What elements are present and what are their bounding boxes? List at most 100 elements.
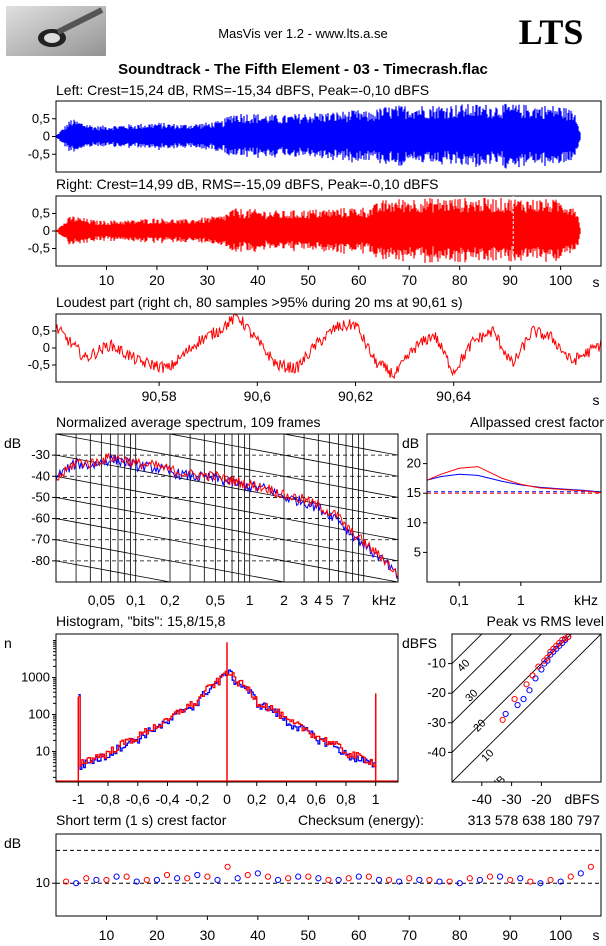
allpass-frame (426, 433, 602, 583)
short-crest-point (416, 876, 423, 884)
histogram-x-tick-label: 0,2 (247, 791, 267, 807)
spectrum-diag-grid (281, 434, 398, 456)
short-crest-point (577, 870, 584, 877)
spectrum-diag-grid (56, 475, 398, 541)
loudest-x-tick-label: 90,64 (436, 388, 471, 404)
short-crest-point (567, 873, 574, 880)
left-y-tick-label: 0,5 (32, 111, 50, 126)
histogram-x-tick-label: -0,4 (155, 791, 179, 807)
spectrum-panel-title: Normalized average spectrum, 109 frames (56, 414, 321, 430)
allpass-y-tick-label: 20 (407, 456, 421, 471)
short-crest-point (486, 873, 494, 880)
spectrum-y-tick-label: -30 (31, 447, 50, 462)
short-crest-y-label: dB (4, 835, 21, 851)
short-crest-point (345, 875, 352, 882)
peak-rms-frame (451, 633, 602, 783)
short-crest-x-tick-label: 10 (99, 927, 115, 943)
histogram-x-tick-label: -0,2 (185, 791, 209, 807)
peak-rms-panel-title: Peak vs RMS level (487, 613, 604, 629)
short-crest-point (496, 873, 504, 880)
histogram-y-tick-label: 10 (36, 744, 50, 759)
spectrum-diag-grid (56, 518, 398, 582)
peak-rms-y-tick-label: -10 (427, 656, 446, 671)
short-crest-point (587, 863, 595, 870)
short-crest-point (194, 871, 201, 879)
allpass-series-1 (426, 466, 602, 494)
peak-rms-x-label: dBFS (564, 791, 599, 807)
right-y-tick-label: 0 (43, 223, 50, 238)
loudest-y-tick-label: -0,5 (28, 357, 50, 372)
short-crest-point (113, 873, 120, 880)
right-x-tick-label: 90 (502, 272, 518, 288)
left-waveform (55, 103, 581, 169)
spectrum-frame (55, 433, 399, 583)
version-text: MasVis ver 1.2 - www.lts.a.se (218, 26, 388, 41)
short-crest-point (234, 875, 241, 882)
short-crest-point (385, 876, 393, 884)
right-x-tick-label: 50 (301, 272, 317, 288)
right-waveform (55, 197, 581, 263)
peak-rms-point (544, 654, 551, 661)
short-crest-point (315, 875, 322, 882)
spectrum-diag-grid (56, 434, 398, 498)
peak-rms-point (511, 696, 518, 703)
short-crest-x-tick-label: 100 (549, 927, 573, 943)
loudest-x-tick-label: 90,62 (338, 388, 373, 404)
right-x-tick-label: 30 (200, 272, 216, 288)
peak-rms-y-tick-label: -30 (427, 715, 446, 730)
histogram-panel-title: Histogram, "bits": 15,8/15,8 (56, 613, 226, 629)
histogram-y-tick-label: 1000 (21, 670, 50, 685)
histogram-x-tick-label: -0,6 (126, 791, 150, 807)
right-x-tick-label: 80 (452, 272, 468, 288)
short-crest-point (244, 871, 251, 879)
short-crest-frame (55, 833, 602, 917)
lts-logo-text: LTS (519, 12, 584, 52)
spectrum-diag-grid (56, 560, 173, 582)
histogram-x-tick-label: -1 (72, 791, 85, 807)
spectrum-x-tick-label: 3 (300, 592, 308, 608)
allpass-x-unit: kHz (574, 592, 598, 608)
short-crest-point (174, 875, 181, 882)
spectrum-x-tick-label: 0,05 (88, 592, 115, 608)
short-crest-point (426, 876, 433, 884)
loudest-y-tick-label: 0 (43, 340, 50, 355)
right-x-tick-label: 10 (99, 272, 115, 288)
peak-rms-point (544, 657, 551, 664)
right-x-tick-label: 70 (401, 272, 417, 288)
loudest-y-tick-label: 0,5 (32, 323, 50, 338)
short-crest-point (406, 875, 413, 882)
short-crest-point (264, 873, 272, 880)
right-y-tick-label: 0,5 (32, 206, 50, 221)
right-x-unit: s (593, 274, 600, 290)
short-crest-point (375, 876, 383, 884)
short-crest-point (335, 876, 342, 884)
right-x-tick-label: 40 (250, 272, 266, 288)
left-y-tick-label: -0,5 (28, 146, 50, 161)
short-crest-point (396, 878, 403, 885)
peak-rms-diagonal-label: 20 (471, 717, 488, 734)
histogram-x-tick-label: -0,8 (96, 791, 120, 807)
allpass-y-tick-label: 5 (414, 544, 421, 559)
spectrum-x-tick-label: 0,5 (206, 592, 226, 608)
peak-rms-point (499, 716, 506, 723)
short-crest-point (285, 875, 292, 882)
short-crest-point (93, 876, 100, 884)
short-crest-point (163, 871, 171, 879)
spectrum-x-tick-label: 1 (246, 592, 254, 608)
peak-rms-point (529, 672, 536, 679)
short-crest-point (254, 870, 261, 877)
checksum-value: 313 578 638 180 797 (468, 812, 601, 828)
peak-rms-point (538, 666, 545, 673)
right-panel-title: Right: Crest=14,99 dB, RMS=-15,09 dBFS, … (56, 176, 438, 192)
short-crest-point (466, 875, 473, 882)
short-crest-x-tick-label: 40 (250, 927, 266, 943)
short-crest-point (436, 878, 443, 885)
short-crest-panel-title: Short term (1 s) crest factor (56, 812, 227, 828)
short-crest-point (153, 876, 161, 884)
peak-rms-diagonal (452, 634, 483, 665)
peak-rms-diagonal-label: 10 (479, 747, 496, 764)
short-crest-point (517, 875, 524, 882)
histogram-x-tick-label: 0,8 (336, 791, 356, 807)
short-crest-x-tick-label: 20 (149, 927, 165, 943)
